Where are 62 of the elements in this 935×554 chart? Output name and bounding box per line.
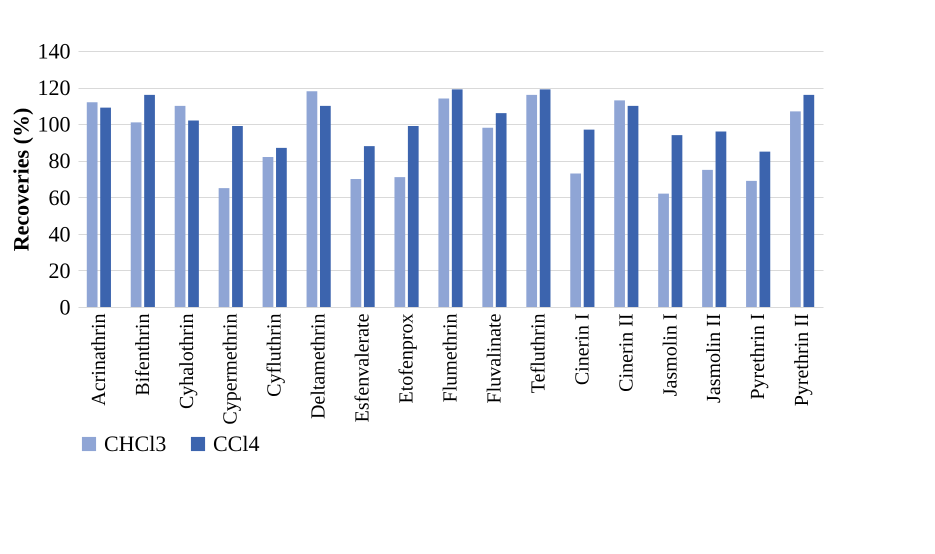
bar xyxy=(614,100,625,307)
bar xyxy=(394,177,406,307)
bar xyxy=(218,188,230,307)
bar xyxy=(540,89,550,307)
y-tick-label: 40 xyxy=(48,221,70,246)
x-tick-label: Cinerin II xyxy=(615,314,638,392)
x-tick-label: Pyrethrin II xyxy=(791,314,814,406)
bar xyxy=(320,106,331,307)
bar xyxy=(790,111,801,307)
x-tick-label: Deltamethrin xyxy=(308,314,330,420)
x-tick-label: Etofenprox xyxy=(396,314,418,404)
x-tick-label: Cinerin I xyxy=(571,314,594,386)
x-tick-label: Cyfluthrin xyxy=(264,314,286,397)
bar xyxy=(452,89,463,307)
bar xyxy=(364,146,375,307)
x-tick-label: Cypermethrin xyxy=(220,314,242,425)
bar xyxy=(584,130,594,307)
bar xyxy=(174,106,186,307)
x-tick-label: Fluvalinate xyxy=(483,313,506,404)
bar xyxy=(232,126,243,307)
bar xyxy=(144,94,155,307)
bar xyxy=(86,102,98,307)
bar xyxy=(438,98,450,307)
bar xyxy=(672,135,682,307)
bar xyxy=(746,180,757,307)
bar xyxy=(408,126,419,307)
legend-label: CCl4 xyxy=(213,431,260,456)
bar xyxy=(188,120,199,307)
bar xyxy=(306,91,318,307)
bar xyxy=(496,113,507,307)
legend-label: CHCl3 xyxy=(104,431,166,456)
y-tick-label: 120 xyxy=(38,75,70,100)
x-tick-label: Flumethrin xyxy=(440,314,462,402)
x-tick-label: Bifenthrin xyxy=(132,314,154,396)
bar xyxy=(100,108,111,307)
y-tick-label: 60 xyxy=(48,184,70,210)
x-tick-label: Pyrethrin I xyxy=(747,314,770,400)
bar xyxy=(570,174,582,307)
bar xyxy=(130,122,142,307)
y-axis-title: Recoveries (%) xyxy=(8,108,34,252)
y-tick-label: 20 xyxy=(48,258,70,283)
x-tick-label: Esfenvalerate xyxy=(352,313,374,422)
y-tick-label: 0 xyxy=(60,294,70,320)
bar xyxy=(658,194,669,307)
bar xyxy=(803,94,814,307)
y-tick-label: 80 xyxy=(48,148,70,174)
x-tick-label: Cyhalothrin xyxy=(176,314,198,410)
bar xyxy=(276,148,287,307)
x-tick-label: Jasmolin II xyxy=(703,314,726,403)
x-tick-label: Jasmolin I xyxy=(659,314,682,396)
bar xyxy=(350,179,362,307)
bar xyxy=(482,128,494,307)
bar xyxy=(702,170,713,307)
bar xyxy=(262,157,274,307)
bar xyxy=(526,94,538,307)
x-tick-label: Tefluthrin xyxy=(527,314,550,394)
bar xyxy=(716,131,726,307)
y-tick-label: 100 xyxy=(38,112,70,137)
x-tick-label: Acrinathrin xyxy=(88,314,110,406)
y-tick-label: 140 xyxy=(38,38,70,64)
bar xyxy=(628,106,638,307)
bar xyxy=(760,152,770,307)
